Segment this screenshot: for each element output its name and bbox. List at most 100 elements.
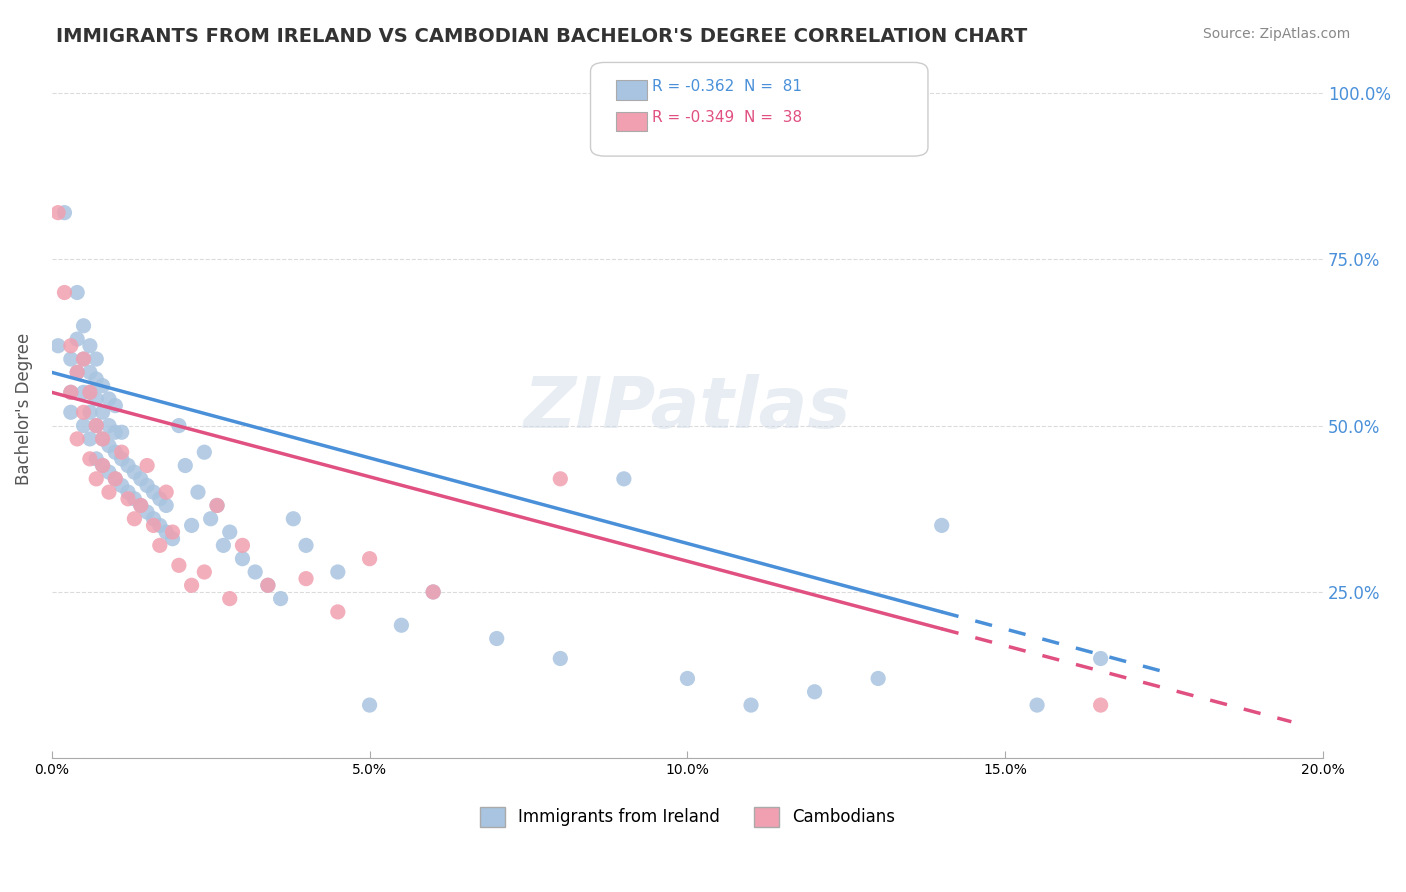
Point [740,698,762,712]
Text: R = -0.362  N =  81: R = -0.362 N = 81 [652,79,803,94]
Point [231,538,253,552]
Point [79,365,101,379]
Point [91,405,114,419]
Point [155,524,177,539]
Point [66,332,89,346]
Point [142,485,165,500]
Point [59,352,82,367]
Point [117,485,139,500]
Point [187,485,209,500]
Point [136,458,159,473]
Point [117,458,139,473]
Point [59,385,82,400]
Point [97,465,120,479]
Point [389,618,412,632]
Point [676,672,699,686]
Point [167,418,190,433]
Point [180,578,202,592]
Point [117,491,139,506]
Point [72,318,94,333]
Point [193,565,215,579]
Point [200,512,222,526]
Point [193,445,215,459]
Point [613,472,636,486]
Point [270,591,292,606]
Text: ZIPatlas: ZIPatlas [524,375,851,443]
Point [72,418,94,433]
Point [162,524,184,539]
Point [550,472,572,486]
Point [422,585,444,599]
Point [91,432,114,446]
Point [142,512,165,526]
Point [1090,651,1112,665]
Point [79,451,101,466]
Point [295,572,318,586]
Point [53,285,76,300]
Point [218,524,240,539]
Point [205,499,228,513]
Point [149,518,172,533]
Point [91,378,114,392]
Text: R = -0.349  N =  38: R = -0.349 N = 38 [652,111,803,125]
Point [1026,698,1049,712]
Point [142,518,165,533]
Point [149,538,172,552]
Point [72,352,94,367]
Point [104,399,127,413]
Text: IMMIGRANTS FROM IRELAND VS CAMBODIAN BACHELOR'S DEGREE CORRELATION CHART: IMMIGRANTS FROM IRELAND VS CAMBODIAN BAC… [56,27,1028,45]
Point [104,472,127,486]
Point [53,205,76,219]
Point [326,565,349,579]
Point [79,432,101,446]
Point [359,551,381,566]
Point [66,365,89,379]
Point [97,485,120,500]
Point [931,518,953,533]
Point [243,565,266,579]
Point [212,538,235,552]
Point [59,385,82,400]
Point [124,512,146,526]
Point [180,518,202,533]
Point [46,205,69,219]
Point [104,472,127,486]
Point [162,532,184,546]
Text: Source: ZipAtlas.com: Source: ZipAtlas.com [1202,27,1350,41]
Point [359,698,381,712]
Point [485,632,508,646]
Point [84,472,107,486]
Point [91,458,114,473]
Point [91,458,114,473]
Point [174,458,197,473]
Point [59,339,82,353]
Point [97,392,120,406]
Point [326,605,349,619]
Point [218,591,240,606]
Point [124,465,146,479]
Point [257,578,280,592]
Point [72,385,94,400]
Point [111,425,134,440]
Point [295,538,318,552]
Point [136,505,159,519]
Point [1090,698,1112,712]
Point [84,372,107,386]
Point [124,491,146,506]
Point [84,392,107,406]
Point [97,418,120,433]
Point [803,685,825,699]
Point [155,485,177,500]
Point [72,405,94,419]
Point [104,445,127,459]
Point [283,512,305,526]
Legend: Immigrants from Ireland, Cambodians: Immigrants from Ireland, Cambodians [474,800,901,834]
Point [79,339,101,353]
Point [59,405,82,419]
Point [205,499,228,513]
Point [104,425,127,440]
Point [155,499,177,513]
Point [149,491,172,506]
Point [91,432,114,446]
Point [136,478,159,492]
